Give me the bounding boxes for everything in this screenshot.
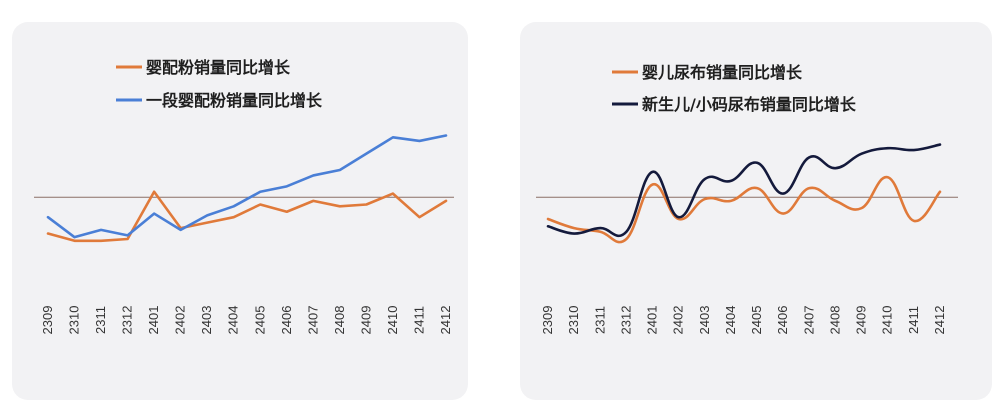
legend-label: 婴配粉销量同比增长 [146,58,291,77]
x-tick-label: 2407 [801,306,816,335]
x-tick-label: 2408 [332,306,347,335]
x-tick-label: 2405 [252,306,267,335]
x-tick-label: 2401 [645,306,660,335]
x-tick-label: 2311 [592,306,607,334]
series-line-1 [46,190,448,243]
x-tick-label: 2409 [854,306,869,335]
series-line-2 [546,143,942,238]
legend-label: 婴儿尿布销量同比增长 [642,63,803,82]
x-tick-label: 2309 [40,306,55,335]
x-tick-label: 2411 [411,306,426,334]
series-line-1 [546,175,942,244]
x-tick-label: 2410 [385,306,400,335]
x-tick-label: 2310 [67,306,82,335]
x-tick-label: 2409 [358,306,373,335]
x-tick-label: 2312 [120,306,135,335]
x-tick-label: 2402 [671,306,686,335]
legend-label: 一段婴配粉销量同比增长 [146,91,323,110]
x-tick-label: 2312 [618,306,633,335]
x-tick-label: 2406 [775,306,790,335]
right-chart-panel: 婴儿尿布销量同比增长新生儿/小码尿布销量同比增长 2309 2310 2311 2312… [520,22,992,400]
x-tick-label: 2411 [906,306,921,334]
x-tick-label: 2404 [723,306,738,335]
x-tick-label: 2408 [827,306,842,335]
x-tick-label: 2309 [540,306,555,335]
x-tick-label: 2401 [146,306,161,335]
legend-label: 新生儿/小码尿布销量同比增长 [642,95,857,114]
x-tick-label: 2412 [438,306,453,335]
x-tick-label: 2407 [305,306,320,335]
x-tick-label: 2406 [279,306,294,335]
x-tick-label: 2403 [199,306,214,335]
series-line-2 [46,134,448,239]
x-tick-label: 2412 [932,306,947,335]
x-tick-label: 2403 [697,306,712,335]
x-tick-label: 2311 [93,306,108,334]
left-chart-panel: 婴配粉销量同比增长一段婴配粉销量同比增长 2309 2310 2311 2312 2401… [12,22,468,400]
x-tick-label: 2404 [226,306,241,335]
x-tick-label: 2310 [566,306,581,335]
x-tick-label: 2402 [173,306,188,335]
x-tick-label: 2405 [749,306,764,335]
x-tick-label: 2410 [880,306,895,335]
